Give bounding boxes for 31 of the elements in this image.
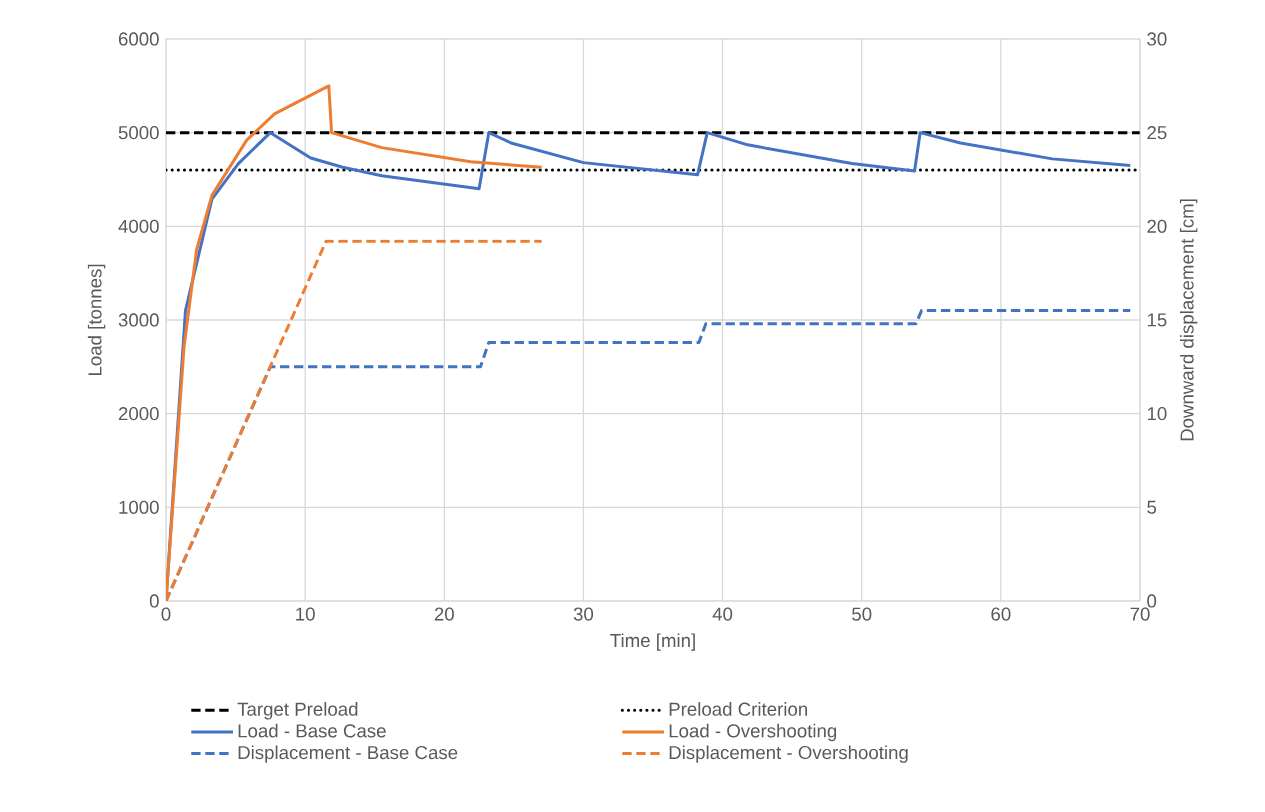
y2-axis-title: Downward displacement [cm]	[1179, 199, 1198, 441]
y-axis-title: Load [tonnes]	[87, 264, 106, 376]
legend-label: Load - Overshooting	[669, 723, 837, 742]
y2-tick-label: 20	[1147, 219, 1167, 233]
legend-label: Displacement - Overshooting	[669, 745, 908, 763]
x-tick-label: 0	[161, 607, 171, 621]
x-tick-label: 60	[991, 607, 1011, 621]
y-tick-label: 6000	[118, 32, 159, 46]
legend-label: Displacement - Base Case	[238, 745, 458, 763]
y2-tick-label: 10	[1147, 407, 1167, 421]
x-axis-title: Time [min]	[610, 633, 695, 651]
x-tick-label: 40	[712, 607, 733, 621]
y2-tick-label: 30	[1147, 32, 1167, 46]
y2-tick-label: 0	[1147, 594, 1157, 608]
y-tick-label: 5000	[118, 126, 159, 140]
y-tick-label: 0	[149, 594, 159, 608]
x-tick-label: 10	[296, 607, 315, 621]
x-tick-label: 30	[573, 607, 594, 621]
y-tick-label: 2000	[118, 407, 159, 421]
y2-tick-label: 15	[1147, 313, 1167, 327]
legend-label: Load - Base Case	[238, 723, 386, 738]
x-tick-label: 70	[1130, 607, 1150, 621]
y-tick-label: 1000	[119, 500, 159, 514]
y2-tick-label: 5	[1147, 500, 1157, 514]
y-tick-label: 4000	[118, 219, 159, 233]
y2-tick-label: 25	[1147, 126, 1167, 140]
legend-label: Target Preload	[237, 702, 358, 720]
x-tick-label: 20	[434, 607, 454, 621]
x-tick-label: 50	[852, 607, 872, 621]
y-tick-label: 3000	[118, 313, 159, 327]
legend-label: Preload Criterion	[669, 702, 808, 716]
